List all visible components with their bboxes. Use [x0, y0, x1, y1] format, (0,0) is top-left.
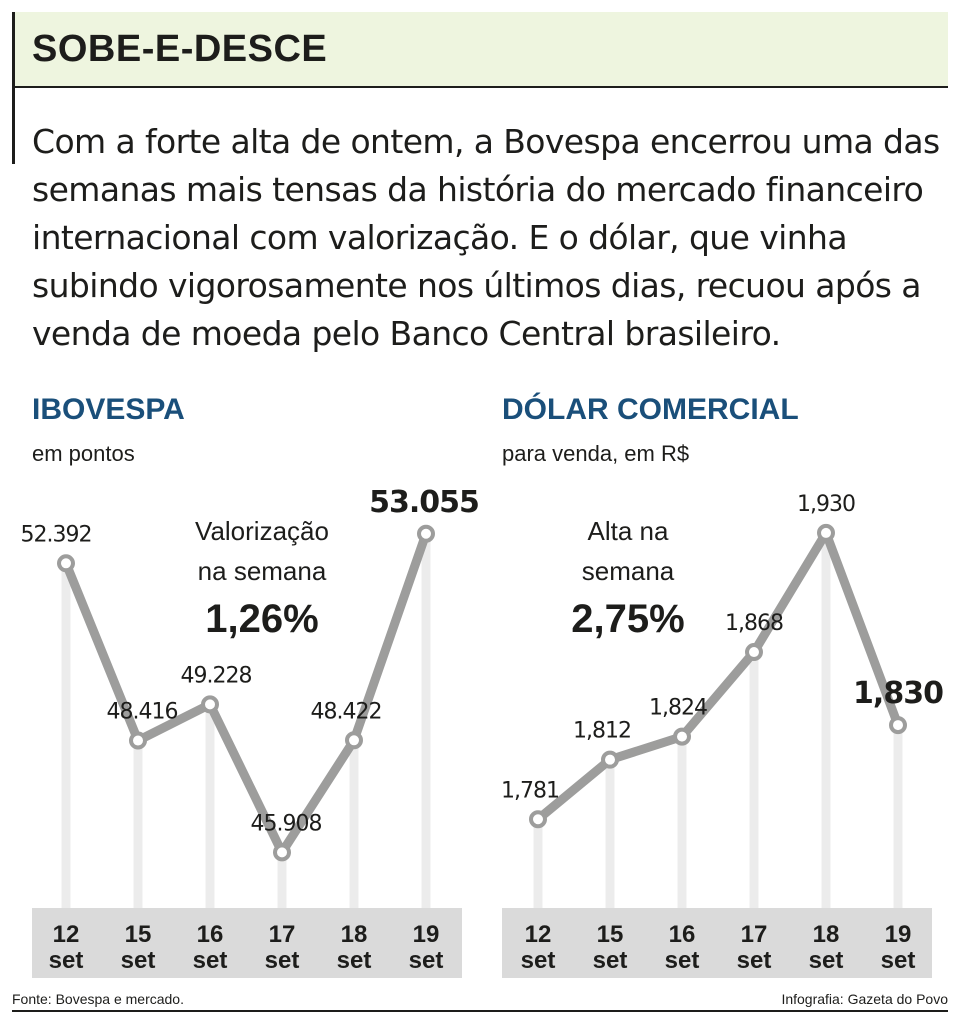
dolar-callout-line: semana	[582, 556, 675, 586]
ibovespa-tick-label-month: set	[337, 947, 372, 974]
header-rule	[12, 12, 15, 164]
dolar-value-label: 1,868	[725, 611, 783, 636]
footer-rule	[12, 1010, 948, 1012]
ibovespa-callout-line: 1,26%	[205, 597, 318, 641]
ibovespa-tick-label-month: set	[193, 947, 228, 974]
source-note: Fonte: Bovespa e mercado.	[12, 991, 184, 1007]
ibovespa-data-point	[57, 554, 75, 573]
ibovespa-tick-label-day: 16	[197, 921, 224, 948]
dolar-value-label: 1,930	[797, 492, 855, 517]
ibovespa-title: IBOVESPA	[32, 393, 185, 426]
dolar-value-label: 1,824	[649, 696, 707, 721]
dolar-category-band	[502, 908, 932, 978]
credit-note: Infografia: Gazeta do Povo	[781, 991, 948, 1007]
intro-text: Com a forte alta de ontem, a Bovespa enc…	[32, 122, 940, 353]
ibovespa-tick-label-day: 19	[413, 921, 440, 948]
ibovespa-value-label: 49.228	[181, 663, 252, 688]
dolar-data-point	[745, 643, 763, 662]
ibovespa-value-label: 52.392	[21, 522, 92, 547]
ibovespa-value-label: 45.908	[251, 811, 322, 836]
dolar-tick-label-month: set	[593, 947, 628, 974]
ibovespa-tick-label-month: set	[409, 947, 444, 974]
ibovespa-series-line	[61, 529, 431, 857]
ibovespa-subtitle: em pontos	[32, 441, 135, 466]
dolar-tick-label-day: 17	[741, 921, 768, 948]
dolar-title: DÓLAR COMERCIAL	[502, 393, 799, 426]
dolar-data-point	[889, 716, 907, 735]
ibovespa-data-point	[417, 524, 435, 543]
dolar-data-point	[673, 727, 691, 746]
dolar-data-point	[529, 810, 547, 829]
ibovespa-data-point	[345, 731, 363, 750]
dolar-tick-label-month: set	[881, 947, 916, 974]
dolar-tick-label-month: set	[737, 947, 772, 974]
ibovespa-tick-label-month: set	[49, 947, 84, 974]
dolar-value-label: 1,830	[853, 676, 943, 711]
ibovespa-category-band	[32, 908, 462, 978]
header-band	[12, 12, 948, 88]
ibovespa-tick-label-month: set	[265, 947, 300, 974]
ibovespa-tick-label-day: 15	[125, 921, 152, 948]
ibovespa-callout-line: Valorização	[195, 516, 329, 546]
dolar-tick-label-day: 15	[597, 921, 624, 948]
ibovespa-value-label: 48.422	[311, 699, 382, 724]
page-title: SOBE-E-DESCE	[32, 28, 328, 70]
ibovespa-tick-label-day: 12	[53, 921, 80, 948]
dolar-data-point	[817, 523, 835, 542]
dolar-tick-label-month: set	[809, 947, 844, 974]
ibovespa-value-label: 48.416	[107, 700, 178, 725]
dolar-tick-label-day: 12	[525, 921, 552, 948]
dolar-tick-label-month: set	[665, 947, 700, 974]
dolar-callout-line: 2,75%	[571, 597, 684, 641]
ibovespa-value-label: 53.055	[369, 485, 479, 520]
ibovespa-tick-label-day: 17	[269, 921, 296, 948]
dolar-tick-label-month: set	[521, 947, 556, 974]
ibovespa-data-point	[129, 731, 147, 750]
dolar-callout-line: Alta na	[588, 516, 669, 546]
dolar-subtitle: para venda, em R$	[502, 441, 690, 466]
dolar-tick-label-day: 18	[813, 921, 840, 948]
ibovespa-data-point	[273, 843, 291, 862]
dolar-value-label: 1,812	[573, 719, 631, 744]
dolar-tick-label-day: 16	[669, 921, 696, 948]
dolar-series-line	[533, 528, 903, 824]
dolar-value-label: 1,781	[501, 778, 559, 803]
ibovespa-data-point	[201, 695, 219, 714]
ibovespa-callout-line: na semana	[198, 556, 327, 586]
dolar-tick-label-day: 19	[885, 921, 912, 948]
ibovespa-tick-label-month: set	[121, 947, 156, 974]
ibovespa-tick-label-day: 18	[341, 921, 368, 948]
dolar-data-point	[601, 750, 619, 769]
